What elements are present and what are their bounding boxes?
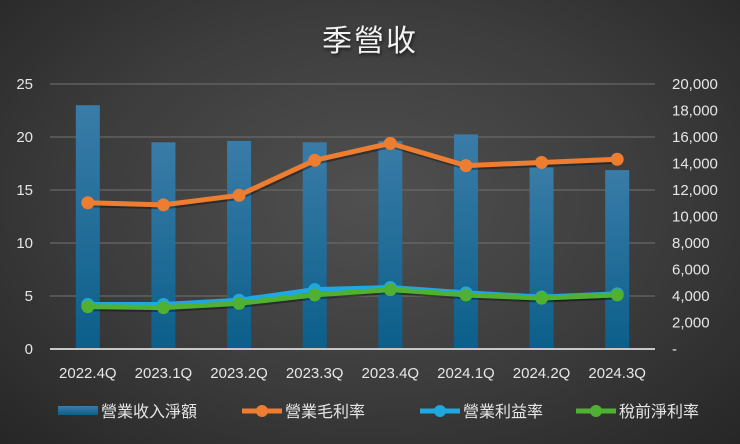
- data-point: [156, 198, 170, 212]
- data-point: [535, 155, 549, 169]
- right-axis-tick: 14,000: [672, 156, 718, 173]
- right-axis-tick: -: [672, 341, 677, 358]
- right-axis-tick: 12,000: [672, 182, 718, 199]
- left-axis-tick: 20: [16, 129, 33, 146]
- data-point: [81, 300, 95, 314]
- data-point: [535, 291, 549, 305]
- revenue-bar: [378, 140, 403, 349]
- data-point: [610, 152, 624, 166]
- right-axis-tick: 2,000: [672, 315, 710, 332]
- data-point: [156, 301, 170, 315]
- left-axis-tick: 10: [16, 235, 33, 252]
- right-axis-tick: 18,000: [672, 103, 718, 120]
- revenue-bar: [605, 170, 630, 349]
- right-axis-tick: 20,000: [672, 76, 718, 93]
- data-point: [81, 196, 95, 210]
- legend-label: 營業收入淨額: [101, 402, 197, 421]
- x-axis-tick: 2024.1Q: [437, 365, 495, 382]
- legend-label: 營業利益率: [463, 402, 543, 421]
- data-point: [459, 159, 473, 173]
- data-point: [383, 136, 397, 150]
- x-axis-tick: 2024.3Q: [588, 365, 646, 382]
- right-y-axis: - 2,000 4,000 6,000 8,000 10,000 12,000 14,000 1…: [672, 76, 718, 358]
- right-axis-tick: 16,000: [672, 129, 718, 146]
- data-point: [459, 288, 473, 302]
- left-axis-tick: 25: [16, 76, 33, 93]
- data-point: [610, 288, 624, 302]
- data-point: [308, 153, 322, 167]
- series-line: [87, 140, 618, 208]
- right-axis-tick: 10,000: [672, 209, 718, 226]
- ratio-lines: [81, 136, 624, 315]
- data-point: [232, 296, 246, 310]
- x-axis-tick: 2023.2Q: [210, 365, 268, 382]
- series-line: [87, 287, 618, 311]
- right-axis-tick: 6,000: [672, 262, 710, 279]
- x-axis: 2022.4Q 2023.1Q 2023.2Q 2023.3Q 2023.4Q 2024.…: [50, 348, 655, 382]
- revenue-bar: [302, 142, 327, 349]
- legend: 營業收入淨額 營業毛利率 營業利益率 稅前淨利率: [58, 402, 699, 421]
- left-y-axis: 0 5 10 15 20 25: [16, 76, 33, 358]
- data-point: [383, 283, 397, 297]
- right-axis-tick: 8,000: [672, 235, 710, 252]
- right-axis-tick: 4,000: [672, 288, 710, 305]
- left-axis-tick: 15: [16, 182, 33, 199]
- gridlines: [50, 83, 655, 297]
- legend-label: 稅前淨利率: [619, 402, 699, 421]
- x-axis-tick: 2023.3Q: [286, 365, 344, 382]
- legend-bar-swatch: [58, 406, 98, 415]
- x-axis-tick: 2022.4Q: [59, 365, 117, 382]
- data-point: [232, 188, 246, 202]
- x-axis-tick: 2023.4Q: [362, 365, 420, 382]
- revenue-bars: [75, 105, 630, 349]
- x-axis-tick: 2023.1Q: [135, 365, 193, 382]
- legend-label: 營業毛利率: [285, 402, 365, 421]
- data-point: [308, 288, 322, 302]
- revenue-bar: [151, 142, 176, 349]
- left-axis-tick: 5: [25, 288, 33, 305]
- revenue-bar: [227, 140, 252, 349]
- x-axis-tick: 2024.2Q: [513, 365, 571, 382]
- revenue-bar: [529, 167, 554, 349]
- left-axis-tick: 0: [25, 341, 33, 358]
- chart-title: 季營收: [322, 24, 418, 59]
